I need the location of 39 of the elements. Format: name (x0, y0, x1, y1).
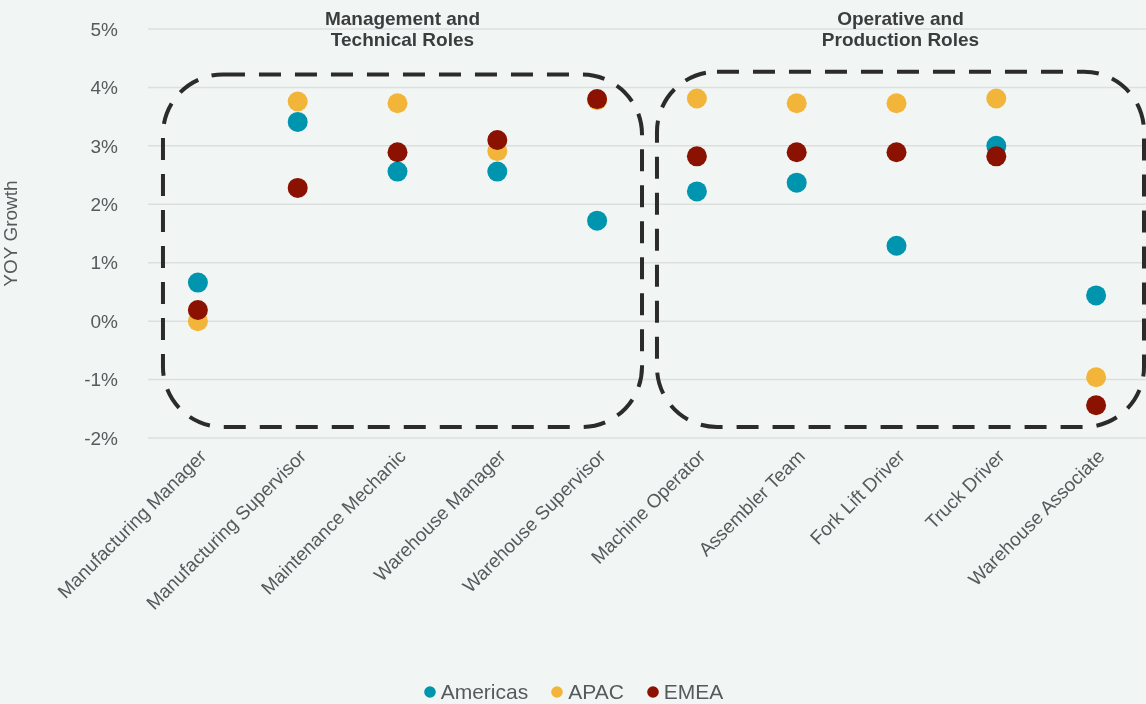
point (686, 146, 707, 167)
point (387, 142, 408, 163)
legend-label: APAC (568, 680, 624, 704)
y-tick-label: 2% (90, 194, 119, 216)
point (886, 142, 907, 163)
point (287, 91, 308, 112)
point (187, 272, 208, 293)
y-tick-label: 1% (90, 252, 119, 274)
point (686, 181, 707, 202)
point (287, 177, 308, 198)
annotation: Management and Technical Roles (323, 8, 482, 50)
point (886, 93, 907, 114)
point (886, 235, 907, 256)
y-tick-label: -1% (84, 369, 119, 391)
y-axis-title: YOY Growth (0, 180, 21, 287)
y-tick-label: -2% (84, 427, 119, 449)
y-tick-label: 5% (90, 18, 119, 40)
legend-label: EMEA (663, 680, 724, 704)
point (487, 130, 508, 151)
y-tick-label: 4% (90, 77, 119, 99)
point (786, 142, 807, 163)
point (1086, 367, 1107, 388)
point (187, 300, 208, 321)
point (387, 161, 408, 182)
point (287, 111, 308, 132)
point (387, 93, 408, 114)
annotation: Operative and Production Roles (820, 8, 981, 50)
point (686, 88, 707, 109)
point (1086, 395, 1107, 416)
point (487, 161, 508, 182)
point (986, 88, 1007, 109)
y-tick-label: 0% (90, 310, 119, 332)
point (986, 146, 1007, 167)
legend-label: Americas (440, 680, 529, 704)
point (1086, 285, 1107, 306)
point (786, 172, 807, 193)
point (587, 210, 608, 231)
y-tick-label: 3% (90, 135, 119, 157)
point (786, 93, 807, 114)
